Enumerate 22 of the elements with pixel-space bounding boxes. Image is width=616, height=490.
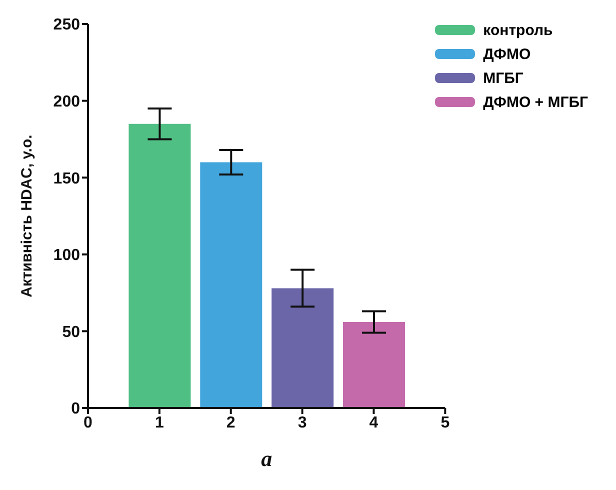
legend-label: ДФМО [483, 46, 531, 62]
legend-label: ДФМО + МГБГ [483, 94, 588, 110]
x-axis-title: а [261, 446, 272, 471]
y-axis-title: Активність HDAC, у.о. [18, 134, 36, 298]
bar [272, 288, 334, 408]
y-tick-label: 150 [53, 170, 80, 188]
y-tick-label: 100 [53, 247, 80, 264]
y-tick-label: 200 [53, 93, 80, 110]
bar [200, 162, 262, 408]
x-tick-label: 3 [298, 414, 307, 432]
bar [343, 322, 406, 408]
x-tick-label: 0 [84, 414, 93, 432]
legend-label: контроль [483, 22, 553, 38]
legend-label: МГБГ [483, 70, 524, 86]
x-tick-label: 4 [369, 414, 378, 432]
x-tick-label: 1 [154, 414, 164, 432]
y-tick-label: 0 [71, 400, 80, 418]
bar [128, 124, 191, 408]
y-tick-label: 250 [53, 16, 80, 34]
x-tick-label: 5 [440, 414, 450, 432]
y-tick-label: 50 [62, 324, 80, 341]
x-tick-label: 2 [226, 414, 236, 432]
